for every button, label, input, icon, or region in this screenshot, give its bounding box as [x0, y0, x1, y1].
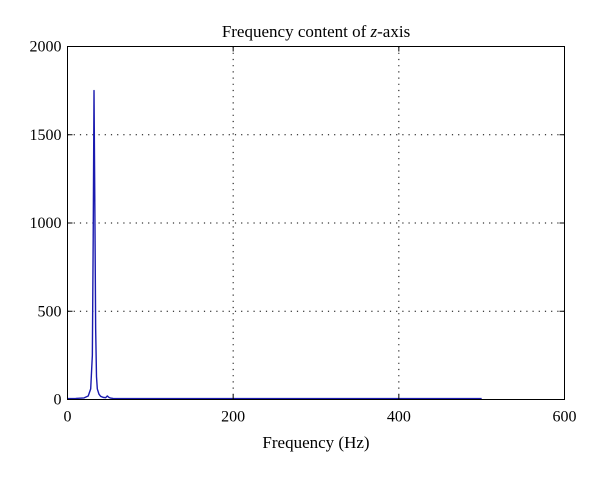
chart-title: Frequency content of z-axis: [222, 22, 410, 41]
chart-title-part-before: Frequency content of: [222, 22, 371, 41]
x-tick-label: 400: [387, 409, 411, 426]
y-tick-label: 0: [54, 392, 62, 409]
tick-marks: [67, 46, 565, 400]
x-tick-label: 200: [221, 409, 245, 426]
x-tick-labels: 0 200 400 600: [64, 409, 577, 426]
y-tick-labels: 0 500 1000 1500 2000: [30, 39, 62, 409]
y-tick-label: 1000: [30, 215, 62, 232]
x-tick-label: 0: [64, 409, 72, 426]
chart-title-part-after: -axis: [377, 22, 410, 41]
series-line: [67, 89, 482, 400]
y-tick-label: 1500: [30, 127, 62, 144]
x-axis-label: Frequency (Hz): [262, 433, 369, 452]
x-tick-label: 600: [553, 409, 577, 426]
chart-title-part-italic: z: [370, 22, 378, 41]
series-layer: [67, 89, 482, 400]
y-tick-label: 2000: [30, 39, 62, 56]
grid: [67, 46, 565, 400]
y-tick-label: 500: [38, 303, 62, 320]
